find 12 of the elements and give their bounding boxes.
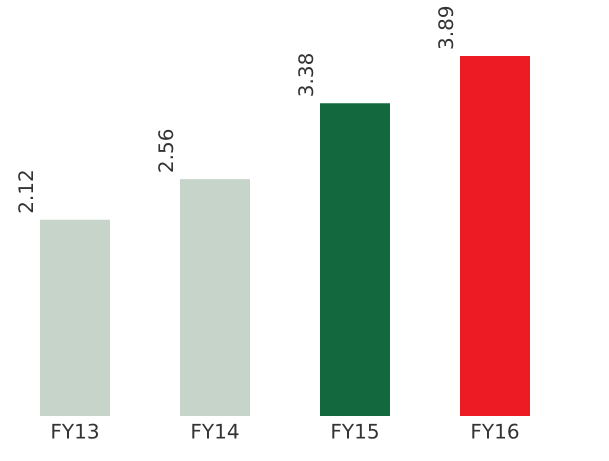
- bar: [180, 179, 250, 416]
- bar: [320, 103, 390, 416]
- x-tick-label: FY14: [190, 420, 240, 444]
- bar: [460, 56, 530, 416]
- bar: [40, 220, 110, 416]
- data-label: 2.12: [14, 169, 38, 214]
- x-tick-label: FY15: [330, 420, 380, 444]
- x-tick-label: FY16: [470, 420, 520, 444]
- data-label: 3.89: [434, 5, 458, 50]
- data-label: 2.56: [154, 128, 178, 174]
- x-tick-label: FY13: [50, 420, 100, 444]
- data-label: 3.38: [294, 52, 318, 98]
